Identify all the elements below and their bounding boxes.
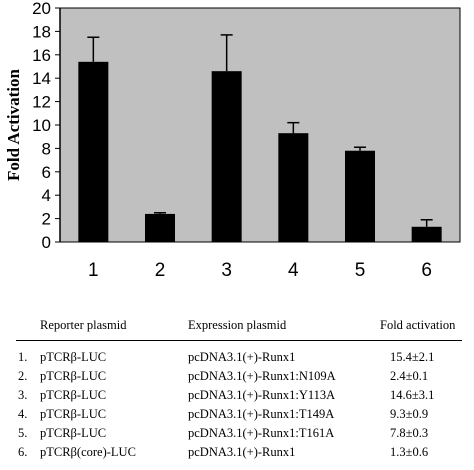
- bar: [345, 150, 375, 242]
- table-row: 1. pTCRβ-LUC pcDNA3.1(+)-Runx1 15.4±2.1: [0, 350, 474, 369]
- fold-activation: 9.3±0.9: [390, 407, 429, 421]
- row-number: 5.: [18, 426, 28, 440]
- row-number: 2.: [18, 369, 28, 383]
- table-row: 5. pTCRβ-LUC pcDNA3.1(+)-Runx1:T161A 7.8…: [0, 426, 474, 445]
- x-tick-label: 2: [155, 260, 166, 281]
- y-tick-label: 2: [42, 210, 51, 229]
- reporter-plasmid: pTCRβ(core)-LUC: [40, 445, 136, 459]
- row-number: 1.: [18, 350, 28, 364]
- bar: [411, 226, 442, 242]
- fold-activation: 7.8±0.3: [390, 426, 429, 440]
- reporter-plasmid: pTCRβ-LUC: [40, 388, 107, 402]
- reporter-plasmid: pTCRβ-LUC: [40, 350, 107, 364]
- expression-plasmid: pcDNA3.1(+)-Runx1: [188, 445, 296, 459]
- table-row: 4. pTCRβ-LUC pcDNA3.1(+)-Runx1:T149A 9.3…: [0, 407, 474, 426]
- y-tick-label: 8: [42, 139, 51, 158]
- expression-plasmid: pcDNA3.1(+)-Runx1: [188, 350, 296, 364]
- bar: [145, 213, 175, 242]
- bar: [78, 61, 109, 242]
- y-tick-label: 0: [42, 233, 51, 252]
- row-number: 4.: [18, 407, 28, 421]
- fold-activation: 2.4±0.1: [390, 369, 429, 383]
- row-number: 6.: [18, 445, 28, 459]
- table-row: 3. pTCRβ-LUC pcDNA3.1(+)-Runx1:Y113A 14.…: [0, 388, 474, 407]
- header-expression-plasmid: Expression plasmid: [188, 318, 287, 332]
- header-reporter-plasmid: Reporter plasmid: [40, 318, 127, 332]
- expression-plasmid: pcDNA3.1(+)-Runx1:Y113A: [188, 388, 336, 402]
- table-row: 6. pTCRβ(core)-LUC pcDNA3.1(+)-Runx1 1.3…: [0, 445, 474, 464]
- y-tick-label: 10: [32, 116, 51, 135]
- bar: [278, 133, 309, 242]
- y-tick-label: 4: [42, 186, 51, 205]
- y-tick-label: 20: [32, 0, 51, 18]
- row-number: 3.: [18, 388, 28, 402]
- x-tick-label: 5: [355, 260, 366, 281]
- x-tick-label: 1: [88, 260, 99, 281]
- reporter-plasmid: pTCRβ-LUC: [40, 407, 107, 421]
- y-tick-label: 16: [32, 46, 51, 65]
- y-tick-label: 14: [32, 69, 51, 88]
- x-tick-label: 6: [421, 260, 432, 281]
- y-tick-label: 18: [32, 22, 51, 41]
- expression-plasmid: pcDNA3.1(+)-Runx1:N109A: [188, 369, 336, 383]
- plot-area: [59, 7, 461, 243]
- y-tick-label: 12: [32, 93, 51, 112]
- fold-activation: 14.6±3.1: [390, 388, 435, 402]
- y-axis: 0 2 4 6 8 10 12 14 16 18 20: [32, 0, 61, 252]
- y-tick-label: 6: [42, 163, 51, 182]
- table-row: 2. pTCRβ-LUC pcDNA3.1(+)-Runx1:N109A 2.4…: [0, 369, 474, 388]
- expression-plasmid: pcDNA3.1(+)-Runx1:T149A: [188, 407, 335, 421]
- bar: [211, 71, 242, 243]
- fold-activation: 15.4±2.1: [390, 350, 435, 364]
- x-tick-label: 4: [288, 260, 299, 281]
- x-tick-labels: 1 2 3 4 5 6: [88, 260, 432, 281]
- y-axis-label: Fold Activation: [4, 68, 23, 180]
- header-fold-activation: Fold activation: [380, 318, 456, 332]
- table-rule: [16, 340, 462, 341]
- reporter-plasmid: pTCRβ-LUC: [40, 426, 107, 440]
- x-tick-label: 3: [221, 260, 232, 281]
- bars: [78, 34, 442, 243]
- reporter-plasmid: pTCRβ-LUC: [40, 369, 107, 383]
- fold-activation: 1.3±0.6: [390, 445, 429, 459]
- expression-plasmid: pcDNA3.1(+)-Runx1:T161A: [188, 426, 335, 440]
